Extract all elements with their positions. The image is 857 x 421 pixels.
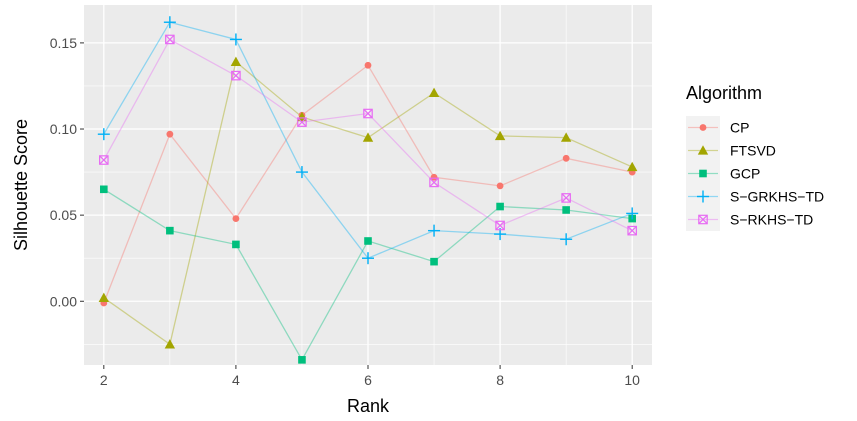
data-point [165,34,175,45]
data-point [100,185,108,194]
data-point [166,226,174,235]
data-point [98,292,110,302]
data-point [364,61,372,69]
data-point [560,233,573,246]
data-point [627,225,637,236]
data-point [97,128,110,141]
data-point [697,145,709,155]
data-point [494,130,506,141]
data-point [430,257,438,266]
x-tick-label: 8 [496,372,504,388]
data-point-diag-2 [495,220,505,231]
data-point [496,182,504,190]
data-point-diag-2 [561,193,571,203]
data-point [561,193,571,203]
data-point-diag-2 [165,34,175,45]
data-point-box [429,177,439,188]
data-point [562,154,570,162]
data-point [164,339,176,349]
y-tick-label: 0.10 [50,121,77,137]
data-point [496,202,504,211]
data-point [626,161,638,172]
data-point-box [698,214,708,225]
data-point [362,132,374,142]
data-point-diag-2 [627,226,637,236]
data-point [230,56,242,67]
data-point [298,356,306,364]
major-gridlines [84,5,652,365]
x-tick-label: 4 [232,372,240,388]
y-axis: 0.00 0.05 0.10 0.15 [50,35,84,309]
data-point [99,155,109,165]
data-point-diag-2 [99,155,109,165]
data-point [297,117,307,127]
data-point [428,87,440,98]
data-point [232,240,240,249]
x-tick-label: 10 [624,372,640,388]
x-axis: 2 4 6 8 10 [100,365,640,388]
data-point-box [231,70,241,81]
data-point [295,166,308,179]
data-point [166,130,174,138]
legend-label: GCP [730,166,760,182]
data-point-box [561,193,571,203]
data-point [560,132,572,142]
data-point [562,206,570,214]
y-tick-label: 0.05 [50,207,77,223]
data-point-box [495,220,505,231]
data-point [232,215,240,222]
legend-label: S−RKHS−TD [730,212,813,228]
data-point-diag-2 [363,108,373,119]
data-point [697,190,709,203]
data-point-diag-2 [231,70,241,81]
data-point-box [165,34,175,45]
data-point [430,173,438,181]
data-point-diag-2 [429,177,439,188]
data-point-box [363,108,373,119]
legend-title: Algorithm [686,83,762,103]
series-points [97,16,639,364]
data-point [429,177,439,188]
data-point-box [99,155,109,165]
legend-label: CP [730,120,749,136]
legend-label: S−GRKHS−TD [730,189,824,205]
x-tick-label: 2 [100,372,108,388]
data-point-box [627,225,637,236]
y-axis-title: Silhouette Score [11,119,31,251]
data-point [495,220,505,231]
data-point [428,224,441,237]
data-point [229,33,242,46]
y-tick-label: 0.15 [50,35,77,51]
x-axis-title: Rank [347,396,390,416]
data-point [231,70,241,81]
y-tick-label: 0.00 [50,293,77,309]
legend-label: FTSVD [730,143,776,159]
data-point-diag-2 [698,214,708,225]
data-point [364,237,372,245]
data-point [699,169,707,178]
data-point [362,252,374,265]
data-point [699,124,707,131]
data-point [163,16,176,29]
x-tick-label: 6 [364,372,372,388]
data-point [698,214,708,225]
legend: Algorithm CP FTSVD GCP S−GRKHS−TD S−RKHS−TD [686,83,824,231]
data-point-diag-2 [297,117,307,127]
data-point-box [297,117,307,127]
data-point [626,207,639,220]
data-point [363,108,373,119]
